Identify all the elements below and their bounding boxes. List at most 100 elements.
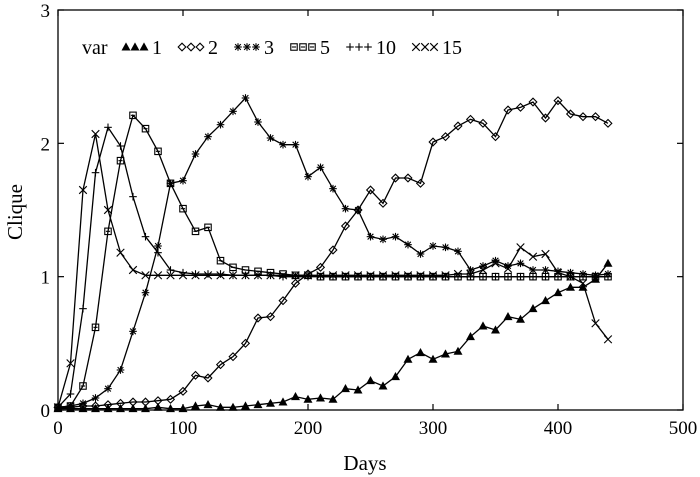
legend-item-2: 2	[177, 37, 218, 59]
series-10	[54, 123, 612, 412]
data-point-3	[329, 184, 337, 193]
legend-item-3: 3	[234, 37, 274, 59]
legend-marker-5	[299, 43, 307, 51]
data-point-2	[265, 312, 276, 322]
data-point-10	[141, 232, 150, 241]
data-point-10	[204, 270, 212, 278]
data-point-2	[103, 400, 113, 410]
data-point-2	[115, 398, 126, 408]
data-point-1	[453, 346, 463, 355]
data-point-2	[203, 373, 213, 383]
data-point-5	[179, 204, 187, 213]
data-point-1	[303, 394, 313, 403]
data-point-15	[266, 271, 275, 280]
data-point-10	[191, 270, 200, 278]
data-point-2	[153, 396, 163, 406]
data-point-3	[154, 242, 162, 250]
data-point-1	[128, 404, 138, 413]
data-point-15	[378, 271, 388, 280]
data-point-15	[428, 271, 438, 280]
data-point-1	[416, 348, 425, 357]
data-point-2	[490, 132, 501, 142]
data-point-1	[141, 404, 150, 413]
data-point-1	[216, 402, 225, 411]
data-point-3	[529, 266, 537, 274]
data-point-3	[91, 394, 100, 402]
data-point-15	[316, 271, 325, 280]
data-point-10	[104, 123, 112, 132]
data-point-2	[428, 137, 438, 147]
data-point-1	[278, 397, 288, 406]
x-tick-label: 300	[419, 418, 448, 439]
data-point-10	[504, 272, 512, 281]
series-line-2	[58, 99, 609, 408]
data-point-5	[154, 147, 162, 156]
data-point-5	[129, 111, 137, 120]
data-point-3	[516, 259, 525, 268]
data-point-1	[391, 372, 400, 381]
data-point-3	[254, 118, 262, 126]
x-tick-label: 100	[169, 418, 198, 439]
data-point-2	[540, 113, 551, 123]
data-point-10	[416, 272, 425, 281]
x-tick-label: 200	[294, 418, 323, 439]
y-tick-label: 1	[41, 268, 51, 289]
x-axis-label: Days	[343, 451, 386, 475]
data-point-15	[491, 259, 500, 268]
series-line-3	[57, 96, 609, 408]
legend-item-1: 1	[121, 37, 162, 59]
legend-marker-2	[177, 42, 187, 52]
series-2	[53, 96, 613, 412]
data-point-2	[378, 198, 388, 208]
data-point-2	[90, 401, 101, 411]
data-point-1	[566, 282, 575, 291]
data-point-10	[491, 272, 500, 281]
data-point-10	[216, 270, 225, 278]
data-point-1	[291, 392, 300, 401]
data-point-3	[354, 206, 362, 214]
data-point-10	[529, 272, 537, 281]
data-point-10	[429, 272, 437, 281]
data-point-1	[153, 402, 163, 411]
data-point-10	[279, 272, 287, 281]
data-point-15	[328, 271, 338, 280]
data-point-1	[441, 349, 450, 358]
data-point-3	[79, 399, 87, 408]
data-point-15	[503, 264, 513, 273]
data-point-3	[291, 140, 300, 149]
legend-title: var	[82, 37, 108, 59]
data-point-15	[203, 271, 213, 280]
data-point-1	[341, 384, 350, 393]
data-point-15	[241, 271, 250, 280]
data-point-15	[278, 271, 288, 280]
legend-label-3: 3	[264, 37, 274, 59]
data-point-10	[516, 272, 525, 281]
y-tick-label: 2	[41, 134, 51, 155]
data-point-10	[541, 272, 550, 281]
data-point-1	[478, 321, 488, 330]
data-point-15	[116, 248, 125, 257]
data-point-15	[541, 249, 550, 259]
data-point-2	[253, 313, 263, 323]
data-point-1	[328, 394, 338, 403]
data-point-3	[416, 250, 425, 258]
data-point-5	[166, 179, 175, 188]
data-point-2	[328, 245, 338, 255]
data-point-10	[391, 272, 400, 281]
data-point-15	[303, 271, 313, 280]
data-point-3	[316, 163, 325, 172]
data-point-2	[465, 114, 476, 124]
data-point-1	[466, 332, 475, 341]
data-point-2	[515, 102, 526, 112]
legend-marker-3	[234, 43, 242, 51]
data-point-10	[554, 272, 562, 281]
data-point-1	[203, 400, 213, 409]
data-point-15	[528, 252, 538, 261]
data-point-3	[104, 384, 112, 393]
data-point-10	[379, 272, 387, 281]
data-point-10	[66, 390, 75, 398]
data-point-10	[129, 192, 137, 201]
data-point-15	[153, 271, 163, 280]
legend-marker-15	[429, 42, 439, 52]
data-point-1	[366, 376, 375, 385]
